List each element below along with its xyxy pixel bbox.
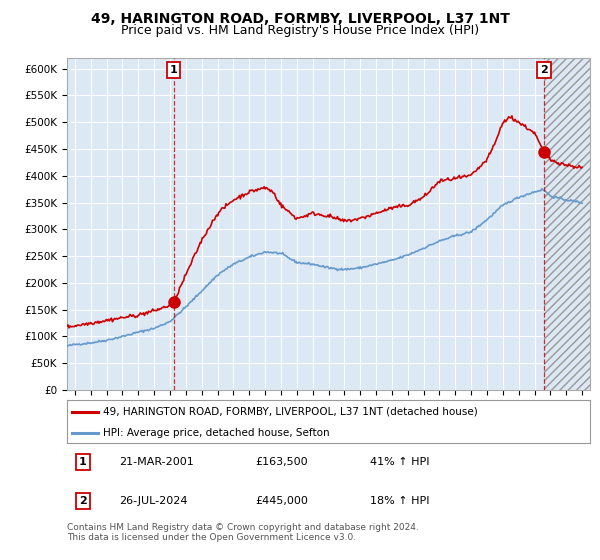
Bar — [544, 58, 590, 390]
Text: 21-MAR-2001: 21-MAR-2001 — [119, 457, 194, 467]
Text: 1: 1 — [170, 65, 178, 75]
Bar — [544, 58, 590, 390]
Text: 41% ↑ HPI: 41% ↑ HPI — [370, 457, 430, 467]
Text: 49, HARINGTON ROAD, FORMBY, LIVERPOOL, L37 1NT: 49, HARINGTON ROAD, FORMBY, LIVERPOOL, L… — [91, 12, 509, 26]
Text: 49, HARINGTON ROAD, FORMBY, LIVERPOOL, L37 1NT (detached house): 49, HARINGTON ROAD, FORMBY, LIVERPOOL, L… — [103, 407, 478, 417]
Bar — [544, 58, 590, 390]
Text: 26-JUL-2024: 26-JUL-2024 — [119, 496, 188, 506]
Text: 1: 1 — [79, 457, 86, 467]
Text: 2: 2 — [539, 65, 547, 75]
Text: 18% ↑ HPI: 18% ↑ HPI — [370, 496, 430, 506]
Text: Contains HM Land Registry data © Crown copyright and database right 2024.
This d: Contains HM Land Registry data © Crown c… — [67, 523, 419, 543]
Text: Price paid vs. HM Land Registry's House Price Index (HPI): Price paid vs. HM Land Registry's House … — [121, 24, 479, 36]
Text: HPI: Average price, detached house, Sefton: HPI: Average price, detached house, Seft… — [103, 428, 329, 438]
Text: £445,000: £445,000 — [255, 496, 308, 506]
Text: £163,500: £163,500 — [255, 457, 308, 467]
Text: 2: 2 — [79, 496, 86, 506]
